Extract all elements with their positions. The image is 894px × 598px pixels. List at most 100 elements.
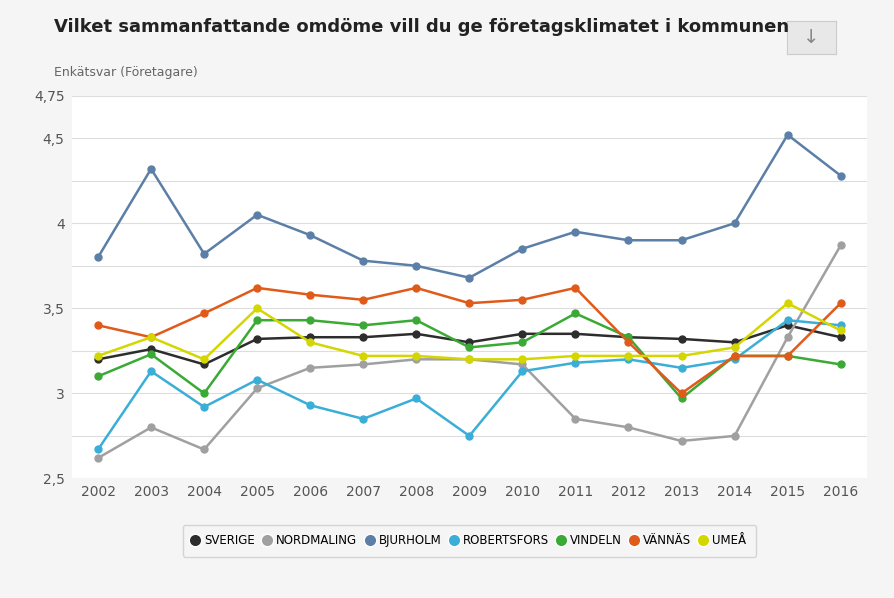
VINDELN xyxy=(623,334,634,341)
VÄNNÄS xyxy=(676,390,687,397)
SVERIGE xyxy=(623,334,634,341)
UMEÅ xyxy=(835,327,846,334)
VÄNNÄS xyxy=(570,284,581,291)
NORDMALING xyxy=(464,356,475,363)
VINDELN xyxy=(730,352,740,359)
NORDMALING xyxy=(623,424,634,431)
ROBERTSFORS xyxy=(570,359,581,367)
SVERIGE xyxy=(464,338,475,346)
Line: SVERIGE: SVERIGE xyxy=(95,322,844,368)
NORDMALING xyxy=(517,361,527,368)
BJURHOLM xyxy=(358,257,368,264)
VINDELN xyxy=(252,316,263,324)
SVERIGE xyxy=(305,334,316,341)
VÄNNÄS xyxy=(623,338,634,346)
NORDMALING xyxy=(93,454,104,462)
ROBERTSFORS xyxy=(676,364,687,371)
BJURHOLM xyxy=(623,237,634,244)
ROBERTSFORS xyxy=(146,368,156,375)
NORDMALING xyxy=(305,364,316,371)
ROBERTSFORS xyxy=(93,446,104,453)
VÄNNÄS xyxy=(198,310,209,317)
BJURHOLM xyxy=(146,165,156,172)
ROBERTSFORS xyxy=(411,395,422,402)
VÄNNÄS xyxy=(411,284,422,291)
BJURHOLM xyxy=(198,251,209,258)
SVERIGE xyxy=(411,330,422,337)
VINDELN xyxy=(146,350,156,358)
ROBERTSFORS xyxy=(835,322,846,329)
BJURHOLM xyxy=(676,237,687,244)
BJURHOLM xyxy=(730,219,740,227)
BJURHOLM xyxy=(517,245,527,252)
ROBERTSFORS xyxy=(730,356,740,363)
SVERIGE xyxy=(252,335,263,343)
Line: VINDELN: VINDELN xyxy=(95,310,844,402)
UMEÅ xyxy=(252,305,263,312)
UMEÅ xyxy=(358,352,368,359)
VÄNNÄS xyxy=(93,322,104,329)
NORDMALING xyxy=(358,361,368,368)
VÄNNÄS xyxy=(146,334,156,341)
NORDMALING xyxy=(730,432,740,440)
BJURHOLM xyxy=(835,172,846,179)
VINDELN xyxy=(358,322,368,329)
ROBERTSFORS xyxy=(358,415,368,422)
NORDMALING xyxy=(782,334,793,341)
UMEÅ xyxy=(570,352,581,359)
BJURHOLM xyxy=(305,231,316,239)
SVERIGE xyxy=(730,338,740,346)
Legend: SVERIGE, NORDMALING, BJURHOLM, ROBERTSFORS, VINDELN, VÄNNÄS, UMEÅ: SVERIGE, NORDMALING, BJURHOLM, ROBERTSFO… xyxy=(182,525,756,557)
SVERIGE xyxy=(198,361,209,368)
Line: NORDMALING: NORDMALING xyxy=(95,242,844,462)
ROBERTSFORS xyxy=(517,368,527,375)
VINDELN xyxy=(411,316,422,324)
VÄNNÄS xyxy=(517,296,527,303)
Text: Vilket sammanfattande omdöme vill du ge företagsklimatet i kommunen: Vilket sammanfattande omdöme vill du ge … xyxy=(54,18,789,36)
BJURHOLM xyxy=(464,274,475,281)
ROBERTSFORS xyxy=(623,356,634,363)
ROBERTSFORS xyxy=(198,404,209,411)
UMEÅ xyxy=(146,334,156,341)
NORDMALING xyxy=(252,385,263,392)
BJURHOLM xyxy=(411,262,422,269)
BJURHOLM xyxy=(93,254,104,261)
ROBERTSFORS xyxy=(464,432,475,440)
NORDMALING xyxy=(676,437,687,444)
BJURHOLM xyxy=(570,228,581,236)
VINDELN xyxy=(305,316,316,324)
BJURHOLM xyxy=(252,211,263,218)
NORDMALING xyxy=(835,242,846,249)
ROBERTSFORS xyxy=(305,402,316,409)
SVERIGE xyxy=(93,356,104,363)
VINDELN xyxy=(570,310,581,317)
Text: Enkätsvar (Företagare): Enkätsvar (Företagare) xyxy=(54,66,198,79)
ROBERTSFORS xyxy=(252,376,263,383)
SVERIGE xyxy=(676,335,687,343)
Line: UMEÅ: UMEÅ xyxy=(95,300,844,363)
Line: ROBERTSFORS: ROBERTSFORS xyxy=(95,317,844,453)
SVERIGE xyxy=(782,322,793,329)
SVERIGE xyxy=(358,334,368,341)
UMEÅ xyxy=(517,356,527,363)
UMEÅ xyxy=(464,356,475,363)
VÄNNÄS xyxy=(464,300,475,307)
UMEÅ xyxy=(411,352,422,359)
SVERIGE xyxy=(517,330,527,337)
Line: VÄNNÄS: VÄNNÄS xyxy=(95,285,844,397)
UMEÅ xyxy=(198,356,209,363)
VINDELN xyxy=(676,395,687,402)
SVERIGE xyxy=(835,334,846,341)
VÄNNÄS xyxy=(782,352,793,359)
VÄNNÄS xyxy=(252,284,263,291)
UMEÅ xyxy=(93,352,104,359)
NORDMALING xyxy=(198,446,209,453)
UMEÅ xyxy=(730,344,740,351)
UMEÅ xyxy=(782,300,793,307)
SVERIGE xyxy=(146,346,156,353)
VINDELN xyxy=(93,373,104,380)
VÄNNÄS xyxy=(730,352,740,359)
UMEÅ xyxy=(305,338,316,346)
VINDELN xyxy=(198,390,209,397)
VÄNNÄS xyxy=(305,291,316,298)
